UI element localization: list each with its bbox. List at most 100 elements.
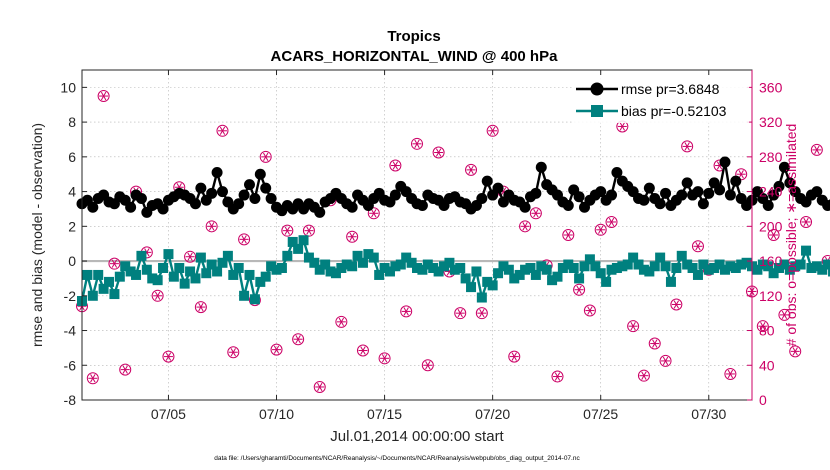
- possible-obs-marker: [670, 298, 683, 311]
- possible-obs-marker: [238, 233, 251, 246]
- bias-point: [682, 259, 693, 270]
- bias-point: [185, 266, 196, 277]
- x-tick-label: 07/15: [367, 406, 402, 422]
- possible-obs-marker: [648, 337, 661, 350]
- y-tick-label-left: 10: [60, 79, 76, 95]
- assimilated-obs-marker: [650, 339, 660, 348]
- asterisk-stroke: [565, 230, 571, 240]
- assimilated-obs-marker: [261, 152, 271, 161]
- bias-point: [417, 264, 428, 275]
- y-tick-label-left: -6: [64, 357, 77, 373]
- bias-point: [233, 263, 244, 273]
- y-tick-label-left: 4: [68, 184, 76, 200]
- assimilated-obs-marker: [552, 372, 562, 381]
- y-tick-label-left: -8: [64, 392, 77, 408]
- assimilated-obs-marker: [196, 302, 206, 312]
- rmse-point: [724, 189, 736, 201]
- bias-point: [525, 263, 536, 273]
- bias-point: [784, 264, 795, 275]
- bias-point: [352, 250, 363, 261]
- rmse-point: [535, 161, 547, 173]
- assimilated-obs-marker: [779, 310, 789, 320]
- y-tick-label-left: -4: [64, 323, 77, 339]
- rmse-point: [827, 199, 830, 209]
- possible-obs-marker: [108, 257, 121, 270]
- asterisk-stroke: [770, 230, 777, 240]
- bias-point: [217, 257, 228, 268]
- rmse-point: [714, 184, 726, 196]
- rmse-point: [216, 186, 228, 198]
- bias-point: [449, 264, 460, 275]
- bias-point: [212, 266, 223, 277]
- bias-point: [736, 259, 747, 270]
- y-tick-label-right: 320: [759, 114, 783, 130]
- bias-point: [341, 259, 352, 270]
- assimilated-obs-marker: [563, 230, 573, 240]
- bias-point: [374, 269, 385, 280]
- x-axis-label: Jul.01,2014 00:00:00 start: [330, 428, 504, 445]
- possible-obs-marker: [475, 307, 488, 320]
- bias-point: [249, 294, 260, 305]
- assimilated-obs-marker: [477, 309, 487, 318]
- assimilated-obs-marker: [109, 259, 119, 268]
- bias-point: [120, 261, 131, 272]
- bias-point: [606, 264, 617, 275]
- bias-point: [336, 263, 347, 273]
- legend-bias-label: bias pr=-0.52103: [621, 103, 727, 119]
- assimilated-obs-marker: [347, 232, 357, 241]
- bias-point: [752, 264, 763, 275]
- y-tick-label-right: 160: [759, 253, 783, 269]
- assimilated-obs-marker: [661, 356, 671, 366]
- asterisk-stroke: [273, 345, 280, 354]
- bias-point: [244, 269, 255, 280]
- asterisk-stroke: [263, 152, 269, 161]
- possible-obs-marker: [551, 370, 564, 383]
- bias-point: [357, 257, 368, 268]
- assimilated-obs-marker: [790, 347, 800, 356]
- y-tick-label-right: 360: [759, 79, 783, 95]
- assimilated-obs-marker: [596, 225, 606, 234]
- asterisk-stroke: [165, 352, 172, 361]
- possible-obs-marker: [637, 369, 650, 382]
- rmse-point: [238, 189, 250, 201]
- assimilated-obs-marker: [304, 226, 314, 235]
- bias-point: [406, 257, 417, 268]
- x-tick-label: 07/25: [583, 406, 618, 422]
- asterisk-stroke: [652, 339, 658, 348]
- assimilated-obs-marker: [769, 230, 779, 240]
- possible-obs-marker: [270, 343, 283, 356]
- bias-point: [93, 269, 104, 280]
- bias-point: [363, 249, 374, 260]
- bias-point: [584, 254, 595, 265]
- possible-obs-marker: [681, 140, 694, 153]
- possible-obs-marker: [205, 220, 218, 233]
- asterisk-stroke: [187, 252, 193, 261]
- bias-point: [276, 263, 287, 273]
- asterisk-stroke: [403, 307, 409, 316]
- assimilated-obs-marker: [207, 222, 217, 231]
- bias-point: [330, 268, 341, 279]
- assimilated-obs-marker: [725, 369, 735, 379]
- asterisk-stroke: [641, 371, 647, 380]
- bias-point: [806, 263, 817, 273]
- assimilated-obs-marker: [488, 126, 498, 135]
- asterisk-stroke: [511, 352, 517, 361]
- bias-point: [665, 276, 676, 287]
- asterisk-stroke: [338, 317, 345, 326]
- assimilated-obs-marker: [758, 322, 768, 331]
- bias-point: [228, 269, 239, 280]
- asterisk-stroke: [306, 226, 312, 235]
- bias-point: [638, 264, 649, 275]
- bias-point: [401, 252, 412, 263]
- possible-obs-marker: [465, 163, 478, 176]
- possible-obs-marker: [97, 90, 110, 103]
- possible-obs-marker: [292, 333, 305, 346]
- bias-point: [552, 271, 563, 282]
- assimilated-obs-marker: [466, 165, 476, 175]
- assimilated-obs-marker: [217, 126, 227, 135]
- y-tick-label-right: 0: [759, 392, 767, 408]
- asterisk-stroke: [208, 222, 215, 231]
- assimilated-obs-marker: [412, 139, 422, 148]
- asterisk-stroke: [425, 361, 431, 370]
- asterisk-stroke: [122, 365, 128, 374]
